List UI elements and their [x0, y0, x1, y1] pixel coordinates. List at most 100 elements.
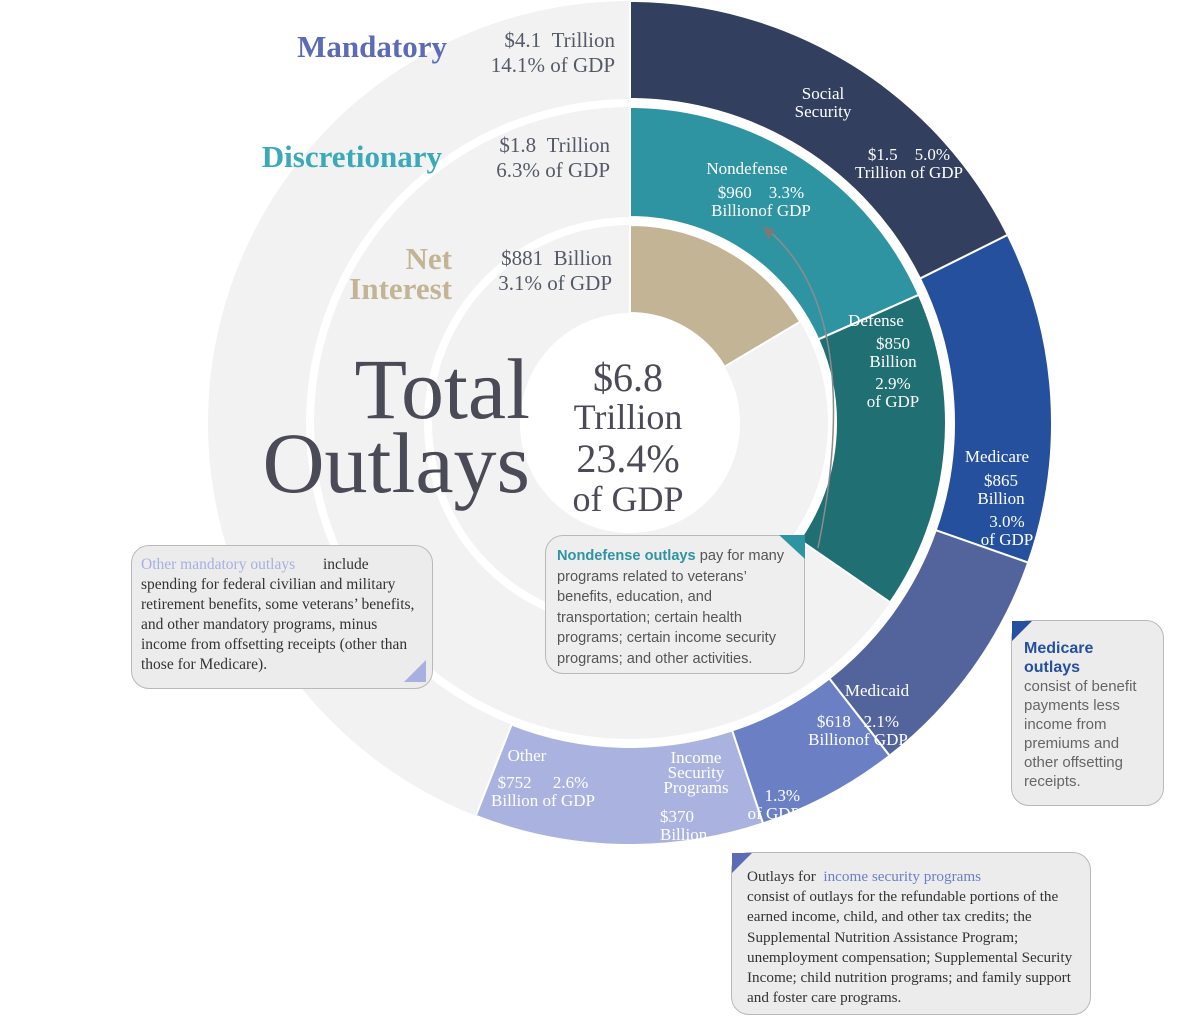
other-amount: $752 [497, 773, 532, 792]
income-security-pct: 1.3% [764, 786, 800, 805]
callout-arrowhead [763, 226, 775, 240]
discretionary-unit: Trillion [546, 133, 610, 157]
medicare-amount: $865 [984, 471, 1018, 490]
income-security-values: $370 Billion [660, 808, 720, 844]
total-value: $6.8 Trillion 23.4% of GDP [548, 355, 708, 519]
medicare-pct-label: 3.0% of GDP [972, 513, 1042, 549]
defense-pct: 2.9% [875, 374, 911, 393]
category-mandatory-value: $4.1 Trillion 14.1% of GDP [455, 28, 615, 78]
defense-values: $850 Billion 2.9% of GDP [858, 335, 928, 411]
medicare-pct-unit: of GDP [980, 530, 1034, 549]
social-security-name2: Security [794, 102, 852, 121]
medicare-note-h2: outlays [1024, 659, 1081, 676]
total-pct-unit: of GDP [572, 479, 684, 519]
defense-pct-unit: of GDP [866, 392, 920, 411]
medicare-note-h1: Medicare [1024, 640, 1094, 657]
corner-triangle-icon [404, 660, 426, 682]
income-security-name3: Programs [663, 778, 729, 797]
medicaid-name: Medicaid [844, 681, 910, 700]
income-security-note: Outlays for income security programs con… [731, 852, 1091, 1015]
income-security-note-text: consist of outlays for the refundable po… [747, 888, 1073, 1007]
income-security-note-highlight: income security programs [823, 868, 982, 885]
center-circle [520, 313, 740, 533]
other-unit: Billion [491, 791, 539, 810]
nondefense-first: pay [699, 548, 724, 564]
social-security-amount: $1.5 [867, 145, 898, 164]
total-unit: Trillion [573, 397, 683, 437]
net-interest-amount: $881 [501, 246, 544, 270]
income-security-unit: Billion [660, 825, 708, 844]
social-security-pct-unit: of GDP [910, 163, 963, 182]
income-security-pct-unit: of GDP [747, 804, 800, 823]
nondefense-name: Nondefense [706, 159, 788, 178]
medicaid-unit: Billion [808, 730, 856, 749]
other-mandatory-first: include [322, 556, 369, 573]
income-security-amount: $370 [660, 807, 694, 826]
nondefense-rest: for many programs related to veterans’ b… [557, 548, 785, 667]
mandatory-unit: Trillion [551, 28, 615, 52]
wedge-nondefense [629, 105, 921, 341]
medicare-note: Medicare outlays consist of benefit paym… [1011, 620, 1164, 806]
nondefense-callout-arrow [767, 229, 835, 549]
income-security-name2: Security [667, 763, 725, 782]
total-pct: 23.4% [576, 436, 680, 481]
medicare-note-text: consist of benefit payments less income … [1024, 678, 1137, 790]
nondefense-note: Nondefense outlays pay for many programs… [545, 535, 805, 674]
nondefense-amount: $960 [717, 183, 752, 202]
medicaid-amount: $618 [816, 712, 851, 731]
nondefense-unit: Billion [711, 201, 759, 220]
social-security-unit: Trillion [854, 163, 907, 182]
medicare-name: Medicare [964, 447, 1030, 466]
defense-amount: $850 [876, 334, 910, 353]
social-security-label: Social Security [780, 85, 866, 121]
income-security-name1: Income [670, 748, 722, 767]
defense-unit: Billion [869, 352, 917, 371]
discretionary-amount: $1.8 [499, 133, 537, 157]
corner-triangle-icon [1012, 621, 1032, 641]
net-interest-gdp: 3.1% of GDP [498, 271, 612, 295]
other-values: $752 2.6% Billion of GDP [484, 774, 602, 810]
social-security-name1: Social [801, 84, 845, 103]
net-interest-unit: Billion [553, 246, 612, 270]
chart-title: Total Outlays [262, 341, 530, 511]
medicare-values: $865 Billion [968, 472, 1034, 508]
other-mandatory-rest: spending for federal civilian and milita… [141, 576, 415, 673]
other-mandatory-highlight: Other mandatory outlays [141, 556, 296, 573]
nondefense-pct-unit: of GDP [758, 201, 811, 220]
corner-triangle-icon [779, 535, 805, 559]
net-interest-line2: Interest [349, 271, 452, 306]
medicare-note-highlight: Medicare outlays [1024, 639, 1155, 677]
defense-name: Defense [848, 311, 904, 330]
other-pct-unit: of GDP [542, 791, 595, 810]
nondefense-pct: 3.3% [768, 183, 805, 202]
other-name: Other [507, 746, 547, 765]
mandatory-amount: $4.1 [504, 28, 542, 52]
income-security-pct-label: 1.3% of GDP [742, 787, 800, 823]
category-discretionary-name: Discretionary [261, 139, 442, 174]
medicaid-pct-unit: of GDP [855, 730, 908, 749]
mandatory-gdp: 14.1% of GDP [490, 53, 615, 77]
wedge-other [474, 723, 765, 846]
category-discretionary-value: $1.8 Trillion 6.3% of GDP [450, 133, 610, 183]
wedge-defense [798, 293, 947, 604]
other-pct: 2.6% [552, 773, 589, 792]
corner-triangle-icon [732, 853, 752, 873]
other-mandatory-note: Other mandatory outlays include spending… [131, 545, 433, 689]
discretionary-gdp: 6.3% of GDP [496, 158, 610, 182]
category-net-interest-value: $881 Billion 3.1% of GDP [450, 246, 612, 296]
nondefense-values: $960 3.3% Billionof GDP [700, 184, 822, 220]
social-security-pct: 5.0% [914, 145, 951, 164]
medicare-unit: Billion [977, 489, 1025, 508]
income-security-note-prefix: Outlays for [747, 868, 816, 885]
medicaid-pct: 2.1% [863, 712, 900, 731]
wedge-net-interest [629, 223, 802, 369]
total-amount: $6.8 [593, 355, 663, 400]
social-security-values: $1.5 5.0% Trillion of GDP [850, 146, 968, 182]
medicare-pct: 3.0% [989, 512, 1025, 531]
category-mandatory-name: Mandatory [297, 29, 447, 64]
income-security-name: Income Security Programs [655, 748, 737, 797]
medicaid-values: $618 2.1% Billionof GDP [800, 713, 916, 749]
net-interest-line1: Net [405, 241, 452, 276]
category-net-interest-name: Net Interest [300, 241, 452, 306]
nondefense-highlight: Nondefense outlays [557, 548, 696, 564]
